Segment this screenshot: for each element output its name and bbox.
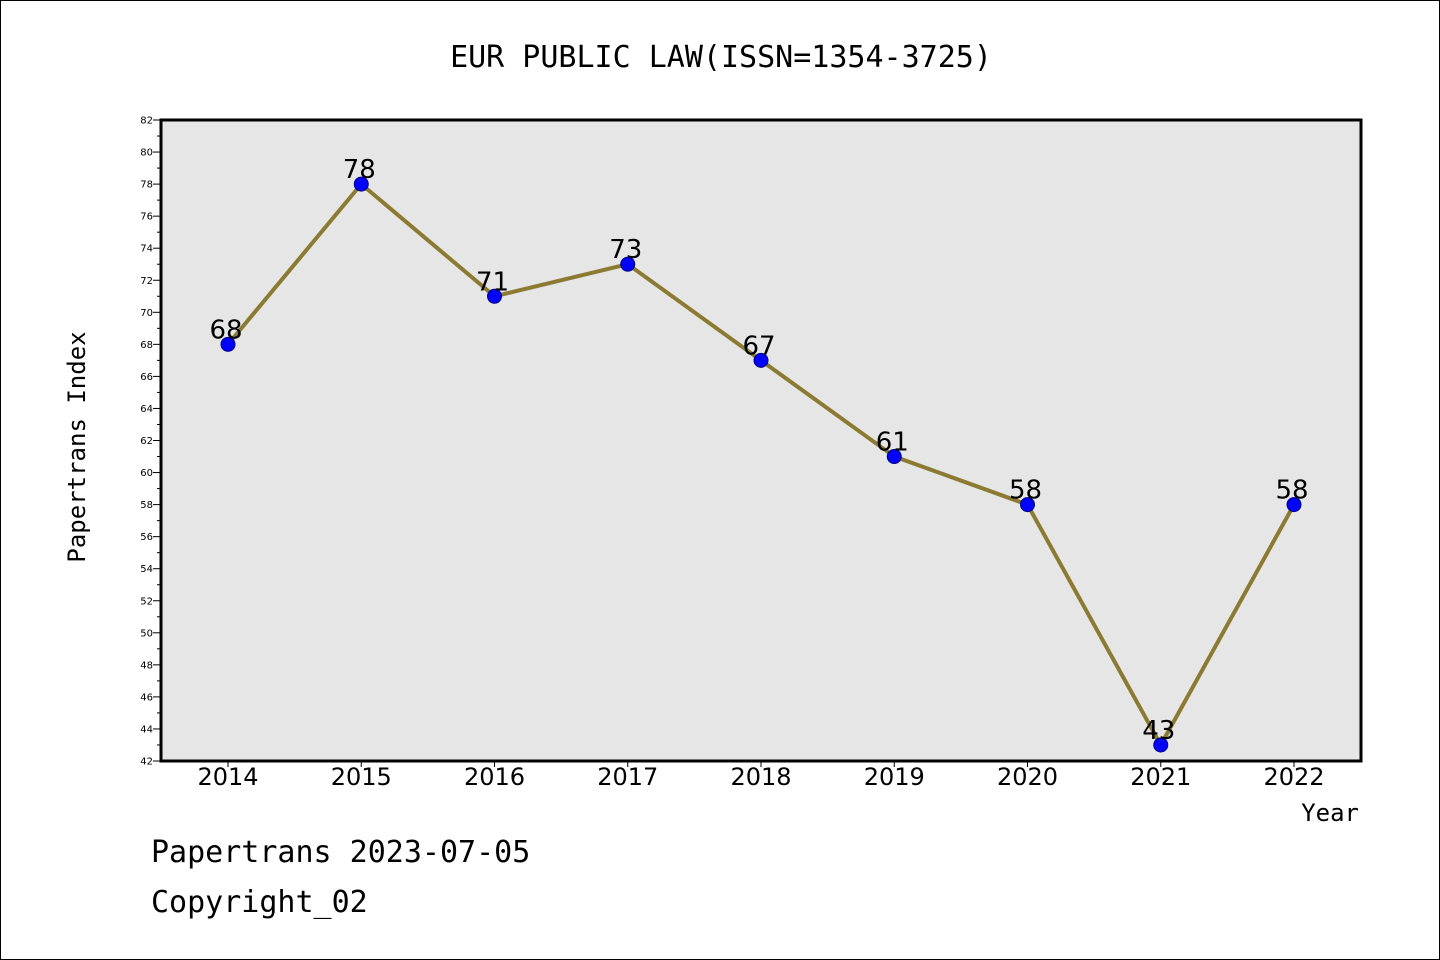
- y-tick-label: 56: [140, 532, 153, 543]
- footer-date-text: Papertrans 2023-07-05: [151, 835, 531, 870]
- x-tick-label: 2021: [1130, 763, 1191, 791]
- y-tick-label: 68: [140, 340, 153, 351]
- y-tick-label: 44: [140, 724, 153, 735]
- data-label: 71: [476, 267, 509, 297]
- series-group: [220, 176, 1302, 753]
- x-tick-label: 2016: [464, 763, 525, 791]
- plot-area: [161, 120, 1361, 761]
- data-label: 67: [742, 331, 775, 361]
- x-tick-label: 2020: [997, 763, 1058, 791]
- chart-title: EUR PUBLIC LAW(ISSN=1354-3725): [450, 40, 992, 75]
- y-tick-label: 64: [140, 404, 153, 415]
- y-tick-label: 48: [140, 660, 153, 671]
- x-tick-label: 2022: [1263, 763, 1324, 791]
- data-label: 68: [209, 315, 242, 345]
- data-point: [220, 336, 236, 352]
- data-label: 58: [1009, 476, 1042, 506]
- data-point: [1286, 497, 1302, 513]
- y-tick-label: 54: [140, 564, 153, 575]
- y-tick-label: 78: [140, 180, 153, 191]
- data-point: [753, 352, 769, 368]
- y-tick-label: 42: [140, 757, 153, 768]
- y-tick-label: 80: [140, 148, 153, 159]
- y-tick-label: 66: [140, 372, 153, 383]
- y-tick-label: 82: [140, 116, 153, 127]
- y-tick-label: 58: [140, 500, 153, 511]
- y-axis-ticks: 42 44 46 48 50 52 54 56 58 60 62 64 66 68 70 72 74 76 78 80…: [140, 116, 161, 768]
- data-point: [487, 288, 502, 304]
- y-axis-label: Papertrans Index: [63, 331, 91, 562]
- y-tick-label: 74: [140, 244, 153, 255]
- y-tick-label: 76: [140, 212, 153, 223]
- x-tick-label: 2018: [730, 763, 791, 791]
- x-tick-label: 2017: [597, 763, 658, 791]
- footer-copyright-text: Copyright_02: [151, 885, 368, 920]
- y-tick-label: 50: [140, 628, 153, 639]
- data-label: 78: [343, 155, 376, 185]
- x-tick-label: 2019: [864, 763, 925, 791]
- y-tick-label: 52: [140, 596, 153, 607]
- x-tick-label: 2014: [197, 763, 258, 791]
- x-tick-label: 2015: [331, 763, 392, 791]
- data-label: 61: [876, 428, 909, 458]
- data-label: 73: [609, 235, 642, 265]
- data-point: [1153, 737, 1169, 753]
- y-tick-label: 72: [140, 276, 153, 287]
- x-axis-label: Year: [1301, 799, 1359, 827]
- y-tick-label: 46: [140, 692, 153, 703]
- data-labels-group: 68 78 71 73 67 61 58 43 58: [209, 155, 1308, 746]
- data-point: [886, 449, 902, 465]
- data-label: 58: [1275, 476, 1308, 506]
- y-tick-label: 70: [140, 308, 153, 319]
- data-point: [353, 176, 369, 192]
- y-tick-label: 62: [140, 436, 153, 447]
- data-point: [1020, 497, 1035, 513]
- plot-frame: [159, 118, 1363, 763]
- y-tick-label: 60: [140, 468, 153, 479]
- x-axis-ticks: 2014 2015 2016 2017 2018 2019 2020 2021 2022: [197, 761, 1325, 791]
- data-point: [620, 256, 636, 272]
- data-label: 43: [1142, 716, 1175, 746]
